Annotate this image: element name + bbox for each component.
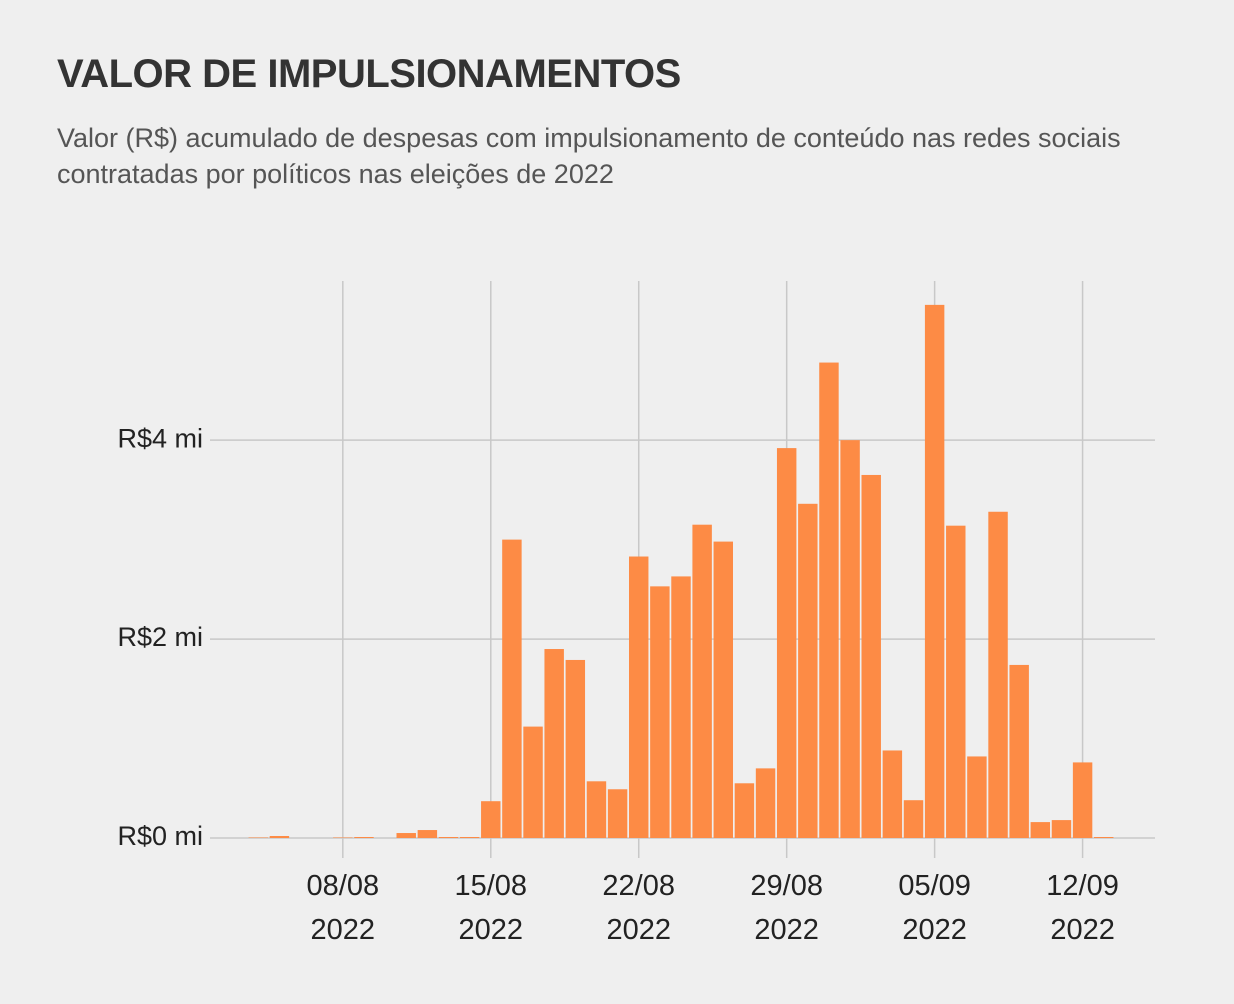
bar — [565, 659, 586, 838]
bar — [269, 836, 290, 838]
bar — [544, 649, 564, 838]
bar — [671, 576, 691, 838]
bar — [396, 833, 416, 838]
chart-subtitle: Valor (R$) acumulado de despesas com imp… — [57, 123, 1121, 189]
bar — [1030, 822, 1051, 838]
x-tick-label: 15/08 2022 — [454, 870, 528, 946]
bar — [417, 830, 438, 838]
bar — [1072, 762, 1093, 838]
bar — [481, 801, 501, 838]
bar — [861, 474, 881, 838]
bar — [438, 837, 459, 838]
bar — [776, 448, 797, 838]
bar — [1051, 820, 1072, 838]
x-tick-label: 29/08 2022 — [750, 870, 823, 946]
chart-title: VALOR DE IMPULSIONAMENTOS — [57, 52, 681, 96]
bar — [629, 556, 649, 838]
bar — [988, 511, 1008, 838]
bar — [459, 837, 480, 838]
bar — [650, 586, 670, 838]
x-tick-label: 08/08 2022 — [306, 870, 380, 946]
bar — [607, 789, 628, 838]
y-tick-label: R$2 mi — [117, 622, 203, 652]
bar — [692, 524, 712, 838]
x-tick-label: 12/09 2022 — [1046, 870, 1119, 946]
bar — [734, 783, 755, 838]
bar — [882, 750, 903, 838]
y-tick-label: R$4 mi — [117, 423, 203, 453]
bar — [523, 726, 543, 838]
bar — [502, 539, 522, 838]
bar — [924, 304, 945, 838]
bar — [1094, 837, 1114, 838]
y-tick-label: R$0 mi — [117, 821, 203, 851]
bar — [354, 837, 374, 838]
x-tick-label: 22/08 2022 — [602, 870, 675, 946]
bar — [755, 768, 776, 838]
bar — [1009, 664, 1029, 838]
bar — [819, 362, 839, 838]
bar — [903, 800, 924, 838]
bar — [586, 781, 607, 838]
bar — [946, 525, 966, 838]
bar — [967, 756, 987, 838]
bar — [713, 541, 733, 838]
x-tick-label: 05/09 2022 — [898, 870, 971, 946]
bar — [798, 503, 818, 838]
bar — [840, 440, 860, 838]
